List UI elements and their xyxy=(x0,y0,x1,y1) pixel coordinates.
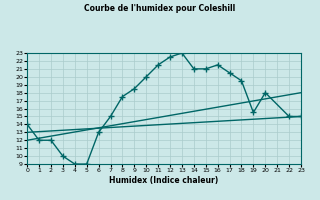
Text: Courbe de l'humidex pour Coleshill: Courbe de l'humidex pour Coleshill xyxy=(84,4,236,13)
X-axis label: Humidex (Indice chaleur): Humidex (Indice chaleur) xyxy=(109,176,219,185)
